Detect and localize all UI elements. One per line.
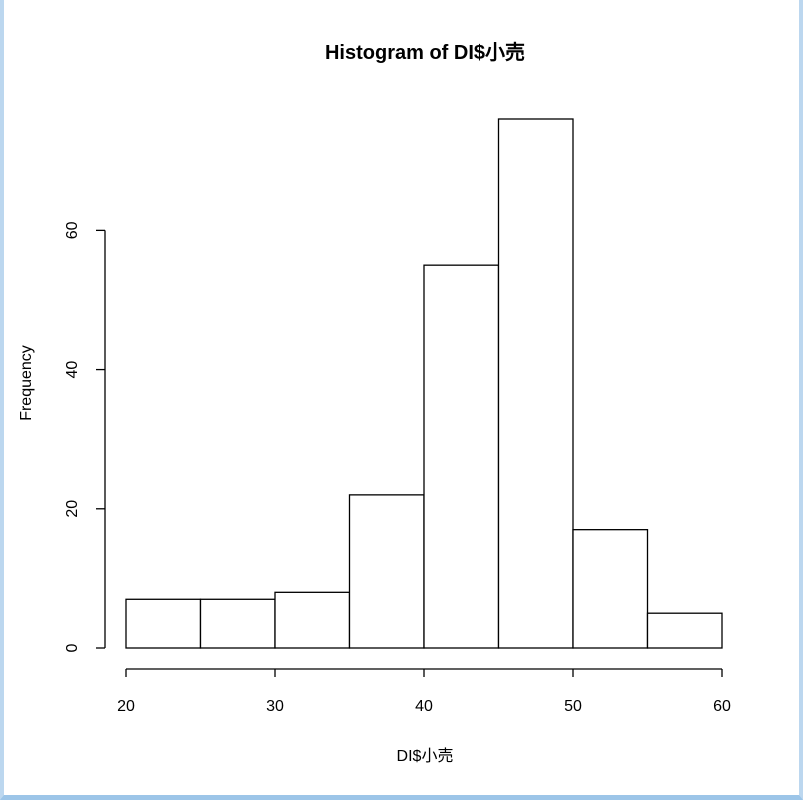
x-tick-label: 20 xyxy=(117,698,135,715)
y-axis-label: Frequency xyxy=(18,345,35,421)
histogram-bar-0 xyxy=(125,598,202,649)
histogram-bar-7 xyxy=(646,612,723,649)
y-axis: 0 20 40 60 xyxy=(64,221,106,652)
x-tick-label: 40 xyxy=(415,698,433,715)
chart-title: Histogram of DI$小売 xyxy=(325,41,525,64)
histogram-bar-5 xyxy=(497,118,574,649)
y-tick-label: 20 xyxy=(64,500,81,518)
histogram-bar-4 xyxy=(423,264,500,649)
x-axis-label: DI$小売 xyxy=(397,747,454,765)
x-tick-label: 50 xyxy=(564,698,582,715)
histogram-bar-2 xyxy=(274,591,351,649)
histogram-chart: Histogram of DI$小売 DI$小売 Frequency 20 30 4… xyxy=(18,41,731,765)
x-tick-label: 30 xyxy=(266,698,284,715)
histogram-bar-1 xyxy=(199,598,276,649)
y-tick-label: 60 xyxy=(64,221,81,239)
y-tick-label: 40 xyxy=(64,361,81,379)
x-axis: 20 30 40 50 60 xyxy=(117,668,731,715)
y-tick-label: 0 xyxy=(64,643,81,652)
x-tick-label: 60 xyxy=(713,698,731,715)
histogram-bar-6 xyxy=(572,529,649,649)
histogram-bar-3 xyxy=(348,494,425,649)
bars-group xyxy=(125,118,723,649)
